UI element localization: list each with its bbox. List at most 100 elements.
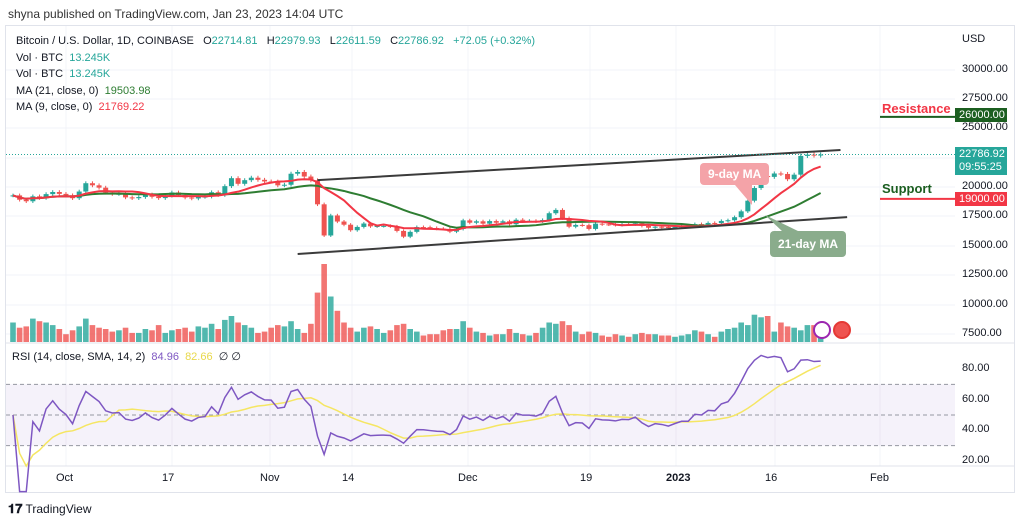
volume-bar [447, 329, 453, 342]
candle-body [123, 193, 129, 198]
volume-bar [606, 336, 612, 342]
candle-body [235, 178, 241, 184]
rsi-legend: RSI (14, close, SMA, 14, 2) 84.96 82.66 … [12, 350, 241, 363]
trend-line [317, 149, 841, 182]
tradingview-logo[interactable]: 𝟏𝟕 TradingView [8, 501, 92, 517]
volume-bar [49, 325, 56, 342]
volume-bar [89, 325, 96, 342]
volume-bar [480, 332, 486, 342]
volume-bar [341, 322, 347, 342]
volume-bar [751, 314, 758, 342]
tv-logo-icon: 𝟏𝟕 [8, 501, 23, 516]
rsi-tick: 60.00 [962, 392, 990, 405]
lightning-icon [813, 321, 831, 339]
volume-bar [228, 316, 235, 342]
ma21-callout: 21-day MA [770, 231, 847, 257]
volume-bar [533, 332, 539, 342]
close-value: 22786.92 [398, 35, 444, 47]
candle-body [738, 211, 744, 218]
change-value: +72.05 (+0.32%) [453, 35, 536, 47]
candle-body [334, 215, 340, 222]
rsi-value: 84.96 [151, 351, 179, 363]
rsi-tick: 80.00 [962, 362, 990, 374]
candle-body [520, 219, 526, 221]
volume-bar [652, 334, 658, 342]
last-price-tag: 22786.92 09:55:25 [955, 147, 1007, 175]
low-label: L [329, 35, 336, 47]
volume-bar [301, 332, 308, 342]
volume-bar [566, 325, 572, 342]
low-value: 22611.59 [335, 35, 381, 47]
candle-body [414, 227, 420, 232]
volume-bar [182, 327, 188, 342]
volume-bar [321, 264, 327, 342]
high-value: 22979.93 [274, 35, 321, 47]
volume-bar [281, 326, 288, 342]
candle-body [698, 224, 704, 226]
chart-legend: Bitcoin / U.S. Dollar, 1D, COINBASE O227… [16, 33, 535, 116]
symbol-title[interactable]: Bitcoin / U.S. Dollar, 1D, COINBASE [16, 35, 194, 47]
candle-body [43, 194, 49, 198]
volume-bar [69, 330, 76, 342]
candle-body [606, 224, 612, 226]
volume-bar [76, 326, 82, 342]
volume-bar [572, 331, 579, 342]
volume-bar [129, 332, 135, 342]
volume-bar [725, 329, 731, 342]
rsi-sma-value: 82.66 [185, 351, 213, 363]
candle-body [732, 217, 738, 221]
volume-bar [314, 292, 321, 342]
candle-body [665, 227, 671, 229]
candle-body [281, 184, 287, 186]
time-tick: 19 [580, 472, 593, 484]
vol-value: 13.245K [69, 51, 111, 64]
ma9-value: 21769.22 [98, 101, 145, 113]
candle-body [659, 226, 665, 228]
volume-bar [407, 329, 413, 342]
volume-bar [241, 325, 248, 342]
volume-bar [248, 327, 255, 342]
volume-bar [23, 326, 30, 342]
rsi-label[interactable]: RSI (14, close, SMA, 14, 2) [12, 351, 146, 363]
ma21-value: 19503.98 [104, 84, 151, 97]
volume-bar [778, 322, 784, 342]
candle-body [573, 224, 579, 227]
volume-bar [440, 330, 447, 342]
price-tick: 20000.00 [962, 180, 1008, 192]
candle-body [96, 185, 102, 188]
candle-body [156, 196, 162, 199]
candle-body [745, 200, 751, 212]
volume-bar [420, 335, 427, 342]
candle-body [546, 213, 552, 221]
volume-bar [294, 329, 301, 342]
time-tick: Feb [870, 472, 889, 484]
volume-bar [731, 327, 738, 342]
ma9-line [12, 165, 821, 232]
volume-bar [394, 325, 400, 342]
candle-body [771, 173, 777, 177]
volume-bar [784, 326, 791, 342]
candle-body [50, 192, 56, 195]
vol-label-2[interactable]: Vol · BTC [16, 68, 64, 80]
volume-bar [380, 332, 387, 342]
candle-body [467, 220, 473, 223]
ma21-label[interactable]: MA (21, close, 0) [16, 84, 99, 97]
rsi-line [12, 354, 821, 493]
time-tick: Dec [458, 472, 478, 484]
vol-label[interactable]: Vol · BTC [16, 51, 64, 64]
high-label: H [266, 35, 275, 47]
volume-bar [698, 331, 705, 342]
candle-body [559, 209, 565, 219]
volume-bar [804, 325, 811, 342]
volume-bar [327, 296, 334, 342]
candle-body [493, 221, 499, 223]
candle-body [189, 197, 195, 199]
candle-body [401, 230, 407, 237]
candle-body [129, 197, 135, 199]
time-tick: 16 [765, 472, 778, 484]
candle-body [295, 171, 301, 174]
resistance-price-tag: 26000.00 [955, 108, 1007, 122]
ma9-label[interactable]: MA (9, close, 0) [16, 101, 93, 113]
price-tick: 17500.00 [962, 209, 1008, 221]
